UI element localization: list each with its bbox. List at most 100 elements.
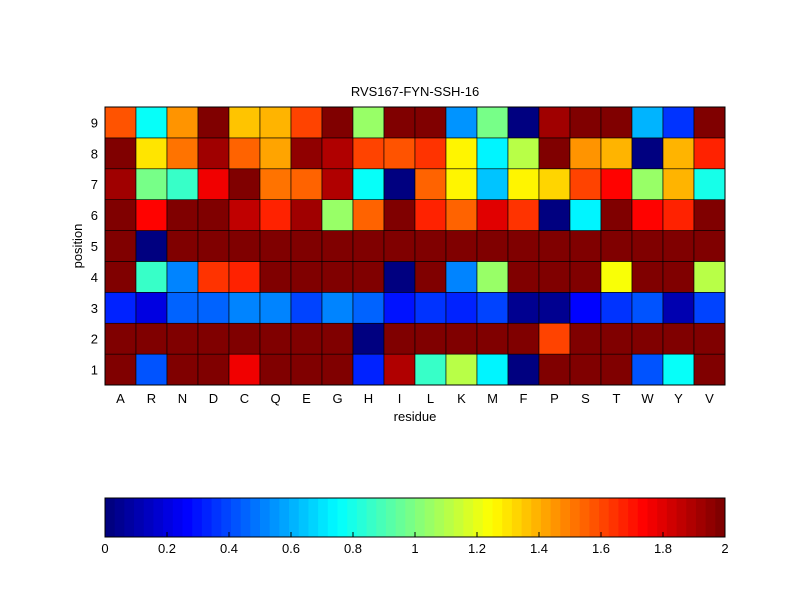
colorbar-segment bbox=[579, 498, 590, 537]
cell-4-L bbox=[414, 261, 447, 293]
cell-2-H bbox=[352, 322, 385, 355]
cell-8-K bbox=[445, 137, 478, 170]
cell-7-T bbox=[600, 168, 633, 200]
cell-4-R bbox=[135, 261, 168, 293]
colorbar-tick-label: 1.2 bbox=[468, 541, 486, 556]
cell-1-C bbox=[228, 353, 261, 386]
cell-9-K bbox=[445, 106, 478, 139]
colorbar-segment bbox=[405, 498, 416, 537]
cell-3-H bbox=[352, 292, 385, 324]
x-tick-label: D bbox=[209, 391, 218, 406]
y-tick-label: 6 bbox=[91, 208, 98, 223]
y-tick-label: 8 bbox=[91, 146, 98, 161]
cell-6-E bbox=[290, 199, 323, 231]
cell-2-N bbox=[166, 322, 199, 355]
cell-9-V bbox=[693, 106, 726, 139]
cell-1-W bbox=[631, 353, 664, 386]
colorbar-segment bbox=[618, 498, 629, 537]
cell-2-V bbox=[693, 322, 726, 355]
chart-title: RVS167-FYN-SSH-16 bbox=[351, 84, 479, 99]
cell-1-Y bbox=[662, 353, 695, 386]
colorbar-segment bbox=[482, 498, 493, 537]
cell-8-A bbox=[104, 137, 137, 170]
colorbar-tick-label: 1.4 bbox=[530, 541, 548, 556]
cell-6-L bbox=[414, 199, 447, 231]
cell-5-Y bbox=[662, 230, 695, 262]
cell-6-F bbox=[507, 199, 540, 231]
cell-4-K bbox=[445, 261, 478, 293]
cell-9-I bbox=[383, 106, 416, 139]
colorbar-segment bbox=[318, 498, 329, 537]
cell-7-H bbox=[352, 168, 385, 200]
colorbar-segment bbox=[463, 498, 474, 537]
cell-4-G bbox=[321, 261, 354, 293]
cell-4-E bbox=[290, 261, 323, 293]
cell-6-G bbox=[321, 199, 354, 231]
cell-9-A bbox=[104, 106, 137, 139]
colorbar-tick-label: 2 bbox=[721, 541, 728, 556]
cell-1-Q bbox=[259, 353, 292, 386]
cell-4-F bbox=[507, 261, 540, 293]
cell-4-M bbox=[476, 261, 509, 293]
cell-5-S bbox=[569, 230, 602, 262]
y-tick-label: 1 bbox=[91, 363, 98, 378]
cell-8-C bbox=[228, 137, 261, 170]
cell-1-P bbox=[538, 353, 571, 386]
cell-1-A bbox=[104, 353, 137, 386]
colorbar-tick-label: 1.8 bbox=[654, 541, 672, 556]
cell-2-Y bbox=[662, 322, 695, 355]
x-tick-label: S bbox=[581, 391, 590, 406]
cell-4-T bbox=[600, 261, 633, 293]
x-tick-label: V bbox=[705, 391, 714, 406]
cell-7-W bbox=[631, 168, 664, 200]
cell-3-T bbox=[600, 292, 633, 324]
colorbar-segment bbox=[540, 498, 552, 537]
cell-2-S bbox=[569, 322, 602, 355]
colorbar-segment bbox=[211, 498, 222, 537]
colorbar-segment bbox=[356, 498, 368, 537]
x-tick-label: G bbox=[332, 391, 342, 406]
cell-1-T bbox=[600, 353, 633, 386]
cell-6-D bbox=[197, 199, 230, 231]
plot-frame bbox=[104, 106, 726, 386]
x-tick-label: I bbox=[398, 391, 402, 406]
colorbar-segment bbox=[695, 498, 707, 537]
cell-1-L bbox=[414, 353, 447, 386]
cell-6-A bbox=[104, 199, 137, 231]
colorbar-segment bbox=[347, 498, 358, 537]
cell-8-G bbox=[321, 137, 354, 170]
colorbar-segment bbox=[705, 498, 716, 537]
cell-1-S bbox=[569, 353, 602, 386]
colorbar-segment bbox=[201, 498, 213, 537]
cell-6-T bbox=[600, 199, 633, 231]
cell-4-S bbox=[569, 261, 602, 293]
colorbar-segment bbox=[376, 498, 387, 537]
colorbar-segment bbox=[628, 498, 639, 537]
cell-7-K bbox=[445, 168, 478, 200]
cell-2-K bbox=[445, 322, 478, 355]
cell-1-H bbox=[352, 353, 385, 386]
cell-3-G bbox=[321, 292, 354, 324]
colorbar-tick-labels: 0 0.2 0.4 0.6 0.8 1 1.2 1.4 1.6 1.8 2 bbox=[101, 532, 729, 556]
cell-4-H bbox=[352, 261, 385, 293]
cell-5-A bbox=[104, 230, 137, 262]
x-tick-label: F bbox=[520, 391, 528, 406]
cell-5-H bbox=[352, 230, 385, 262]
cell-3-L bbox=[414, 292, 447, 324]
heatmap-cells bbox=[104, 106, 726, 386]
cell-8-I bbox=[383, 137, 416, 170]
cell-5-V bbox=[693, 230, 726, 262]
cell-2-I bbox=[383, 322, 416, 355]
cell-7-I bbox=[383, 168, 416, 200]
cell-9-Y bbox=[662, 106, 695, 139]
cell-1-R bbox=[135, 353, 168, 386]
colorbar-segment bbox=[570, 498, 581, 537]
colorbar-segment bbox=[415, 498, 426, 537]
x-axis-label: residue bbox=[394, 409, 437, 424]
colorbar-segment bbox=[279, 498, 290, 537]
colorbar-tick-label: 0.8 bbox=[344, 541, 362, 556]
x-tick-label: A bbox=[116, 391, 125, 406]
cell-9-P bbox=[538, 106, 571, 139]
x-tick-label: W bbox=[641, 391, 654, 406]
